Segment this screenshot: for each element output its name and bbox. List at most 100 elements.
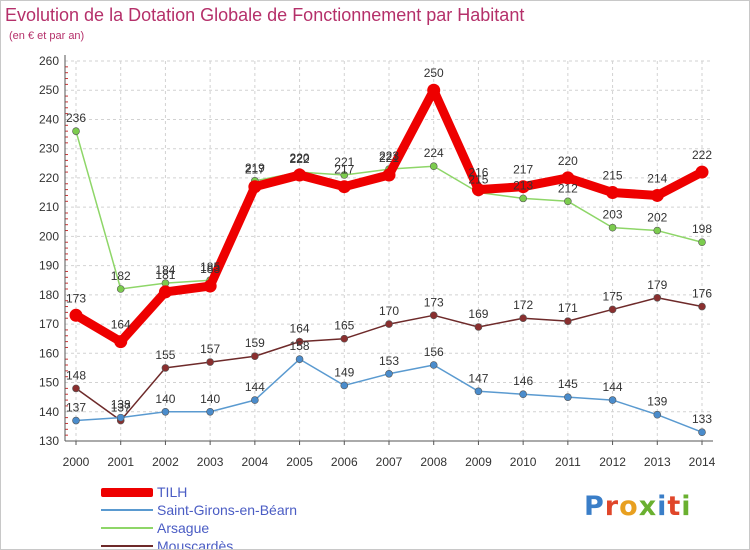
x-tick-label: 2010 bbox=[510, 455, 537, 469]
data-point-saint-girons-en-bearn bbox=[206, 407, 214, 416]
data-label-layer: 148 137 155 157 159 164 165 170 173 169 172 171 175 1… bbox=[66, 66, 712, 426]
data-label-arsague: 221 bbox=[334, 155, 354, 169]
data-label-arsague: 202 bbox=[647, 211, 667, 225]
x-tick-label: 2014 bbox=[689, 455, 716, 469]
legend-item-arsague[interactable]: Arsague bbox=[101, 519, 297, 537]
data-label-mouscardes: 157 bbox=[200, 342, 220, 356]
x-tick-label: 2002 bbox=[152, 455, 179, 469]
data-label-tilh: 222 bbox=[692, 148, 712, 162]
data-label-mouscardes: 171 bbox=[558, 301, 578, 315]
data-point-arsague bbox=[116, 285, 125, 293]
legend-item-tilh[interactable]: TILH bbox=[101, 483, 297, 501]
data-point-tilh bbox=[650, 188, 664, 202]
data-label-arsague: 219 bbox=[245, 161, 265, 175]
data-point-arsague bbox=[519, 194, 527, 203]
data-label-saint-girons-en-bearn: 140 bbox=[200, 392, 220, 406]
data-point-saint-girons-en-bearn bbox=[429, 361, 438, 369]
data-label-saint-girons-en-bearn: 139 bbox=[647, 395, 667, 409]
data-point-tilh bbox=[248, 180, 262, 194]
data-label-saint-girons-en-bearn: 147 bbox=[468, 371, 488, 385]
data-point-mouscardes bbox=[72, 384, 80, 393]
data-point-arsague bbox=[564, 197, 572, 206]
data-label-saint-girons-en-bearn: 137 bbox=[66, 401, 86, 415]
data-point-mouscardes bbox=[429, 311, 438, 320]
data-point-saint-girons-en-bearn bbox=[564, 393, 572, 401]
legend-item-saint-girons[interactable]: Saint-Girons-en-Béarn bbox=[101, 501, 297, 519]
data-label-arsague: 215 bbox=[468, 173, 488, 187]
logo-letter: i bbox=[681, 491, 692, 522]
data-point-arsague bbox=[698, 238, 706, 247]
logo-letter: i bbox=[657, 491, 668, 522]
data-point-mouscardes bbox=[340, 334, 349, 343]
data-label-mouscardes: 164 bbox=[290, 322, 310, 336]
data-point-mouscardes bbox=[206, 358, 214, 366]
data-point-tilh bbox=[427, 83, 441, 97]
data-point-tilh bbox=[203, 279, 217, 293]
data-label-tilh: 217 bbox=[334, 163, 354, 177]
data-label-saint-girons-en-bearn: 153 bbox=[379, 354, 399, 368]
data-point-saint-girons-en-bearn bbox=[519, 390, 527, 399]
data-label-arsague: 224 bbox=[424, 146, 444, 160]
data-point-tilh bbox=[516, 180, 530, 194]
data-label-mouscardes: 175 bbox=[603, 289, 623, 303]
data-label-tilh: 217 bbox=[513, 163, 533, 177]
legend-swatch-tilh bbox=[101, 487, 153, 497]
legend-label-tilh: TILH bbox=[157, 484, 188, 500]
data-point-tilh bbox=[114, 335, 128, 349]
data-label-arsague: 213 bbox=[513, 178, 533, 192]
data-label-tilh: 215 bbox=[603, 169, 623, 183]
y-tick-label: 230 bbox=[39, 142, 59, 156]
data-point-saint-girons-en-bearn bbox=[72, 416, 80, 425]
data-label-mouscardes: 165 bbox=[334, 319, 354, 333]
y-tick-label: 140 bbox=[39, 405, 59, 419]
x-tick-label: 2013 bbox=[644, 455, 671, 469]
data-point-arsague bbox=[429, 162, 438, 171]
data-label-mouscardes: 170 bbox=[379, 304, 399, 318]
data-point-mouscardes bbox=[519, 314, 527, 323]
x-tick-label: 2007 bbox=[376, 455, 403, 469]
x-tick-label: 2005 bbox=[286, 455, 313, 469]
legend: TILH Saint-Girons-en-Béarn Arsague Mousc… bbox=[101, 483, 297, 549]
data-label-arsague: 185 bbox=[200, 260, 220, 274]
y-tick-label: 220 bbox=[39, 171, 59, 185]
data-point-saint-girons-en-bearn bbox=[474, 387, 483, 396]
data-point-arsague bbox=[653, 226, 662, 235]
y-tick-label: 240 bbox=[39, 112, 59, 126]
legend-item-mouscardes[interactable]: Mouscardès bbox=[101, 537, 297, 549]
data-point-tilh bbox=[69, 308, 83, 322]
data-label-mouscardes: 137 bbox=[111, 401, 131, 415]
x-tick-label: 2001 bbox=[107, 455, 134, 469]
x-tick-label: 2012 bbox=[599, 455, 626, 469]
data-label-mouscardes: 169 bbox=[468, 307, 488, 321]
data-label-saint-girons-en-bearn: 149 bbox=[334, 365, 354, 379]
y-tick-label: 180 bbox=[39, 288, 59, 302]
x-tick-label: 2003 bbox=[197, 455, 224, 469]
data-label-saint-girons-en-bearn: 138 bbox=[111, 398, 131, 412]
data-label-arsague: 184 bbox=[155, 263, 175, 277]
data-point-tilh bbox=[337, 180, 351, 194]
data-point-saint-girons-en-bearn bbox=[653, 410, 662, 419]
y-tick-label: 260 bbox=[39, 54, 59, 68]
data-point-mouscardes bbox=[295, 337, 304, 346]
x-tick-label: 2000 bbox=[63, 455, 90, 469]
data-point-mouscardes bbox=[161, 364, 170, 372]
data-label-tilh: 221 bbox=[379, 151, 399, 165]
data-point-tilh bbox=[606, 186, 620, 200]
data-label-tilh: 250 bbox=[424, 66, 444, 80]
data-point-tilh bbox=[293, 168, 307, 182]
data-label-tilh: 164 bbox=[111, 318, 131, 332]
data-label-tilh: 183 bbox=[200, 262, 220, 276]
data-label-saint-girons-en-bearn: 144 bbox=[603, 380, 623, 394]
x-tick-label: 2006 bbox=[331, 455, 358, 469]
chart-subtitle: (en € et par an) bbox=[9, 30, 85, 42]
y-tick-label: 250 bbox=[39, 83, 59, 97]
data-label-tilh: 214 bbox=[647, 171, 667, 185]
y-tick-label: 150 bbox=[39, 376, 59, 390]
legend-swatch-arsague bbox=[101, 527, 153, 529]
y-tick-label: 200 bbox=[39, 229, 59, 243]
data-label-tilh: 220 bbox=[558, 154, 578, 168]
data-label-mouscardes: 159 bbox=[245, 336, 265, 350]
x-tick-label: 2011 bbox=[555, 455, 581, 469]
